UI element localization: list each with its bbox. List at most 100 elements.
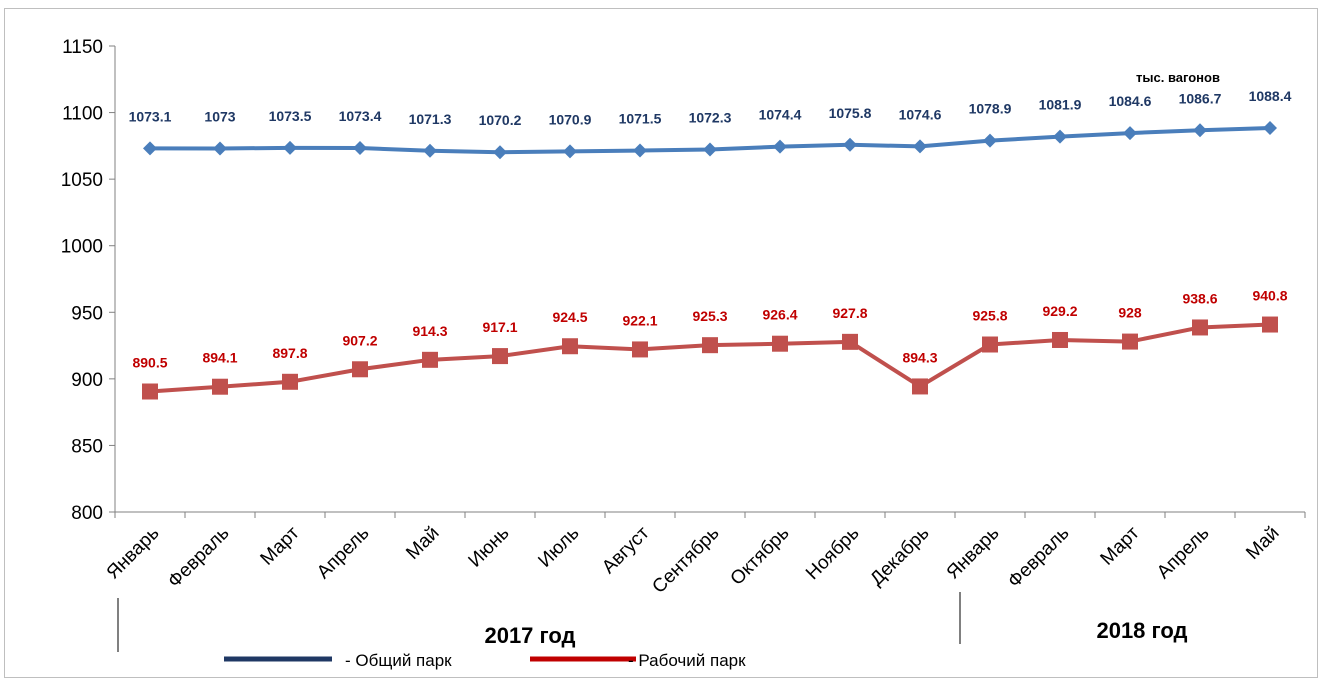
data-label-0: 1073.5 <box>269 108 312 124</box>
x-category-label: Май <box>1242 523 1283 564</box>
x-category-label: Декабрь <box>866 523 933 590</box>
x-category-label: Июль <box>534 523 583 572</box>
data-label-0: 1074.6 <box>899 106 942 122</box>
marker-diamond-0 <box>1053 129 1067 144</box>
marker-square-1 <box>1052 331 1068 348</box>
x-category-label: Сентябрь <box>648 523 723 598</box>
legend-label-working: - Рабочий парк <box>628 651 746 670</box>
markers <box>142 121 1278 400</box>
unit-label: тыс. вагонов <box>1136 70 1220 85</box>
data-label-1: 929.2 <box>1042 303 1077 319</box>
data-label-1: 922.1 <box>622 312 657 328</box>
marker-square-1 <box>282 373 298 390</box>
marker-diamond-0 <box>1123 126 1137 141</box>
marker-diamond-0 <box>1263 121 1277 136</box>
marker-diamond-0 <box>493 145 507 160</box>
y-tick-label: 1100 <box>62 104 103 125</box>
data-label-0: 1088.4 <box>1249 88 1292 104</box>
marker-square-1 <box>352 361 368 378</box>
marker-square-1 <box>492 348 508 365</box>
y-tick-label: 900 <box>71 370 103 391</box>
data-label-0: 1070.9 <box>549 111 592 127</box>
marker-diamond-0 <box>563 144 577 159</box>
marker-diamond-0 <box>633 143 647 158</box>
marker-diamond-0 <box>913 139 927 154</box>
x-category-label: Апрель <box>1153 523 1213 583</box>
data-label-0: 1075.8 <box>829 105 872 121</box>
x-category-label: Март <box>257 522 304 569</box>
data-label-0: 1074.4 <box>759 107 802 123</box>
x-category-label: Февраль <box>164 523 234 593</box>
marker-square-1 <box>1192 319 1208 336</box>
x-category-label: Май <box>402 523 443 564</box>
data-label-1: 914.3 <box>412 323 447 339</box>
data-label-0: 1086.7 <box>1179 90 1222 106</box>
marker-square-1 <box>772 335 788 352</box>
x-category-label: Ноябрь <box>802 523 864 585</box>
data-labels: 1073.1 1073 1073.5 1073.4 1071.3 1070.2 1070.9… <box>129 88 1292 370</box>
marker-square-1 <box>1122 333 1138 350</box>
data-label-0: 1071.5 <box>619 111 662 127</box>
legend: - Общий парк - Рабочий парк <box>224 651 746 670</box>
x-category-label: Июнь <box>465 523 514 572</box>
y-tick-label: 1050 <box>61 170 103 191</box>
data-label-0: 1073.4 <box>339 108 382 124</box>
data-label-1: 925.8 <box>972 308 1007 324</box>
series-line-1 <box>149 322 1271 394</box>
legend-label-total: - Общий парк <box>345 651 452 670</box>
marker-square-1 <box>842 333 858 350</box>
data-label-0: 1072.3 <box>689 109 732 125</box>
marker-diamond-0 <box>213 141 227 156</box>
y-tick-label: 950 <box>71 303 103 324</box>
data-label-0: 1073.1 <box>129 108 172 124</box>
data-label-1: 926.4 <box>762 307 797 323</box>
marker-diamond-0 <box>143 141 157 156</box>
marker-square-1 <box>632 341 648 358</box>
marker-diamond-0 <box>423 143 437 158</box>
marker-square-1 <box>702 337 718 354</box>
marker-square-1 <box>1262 316 1278 333</box>
marker-diamond-0 <box>983 133 997 148</box>
data-label-1: 917.1 <box>482 319 517 335</box>
marker-diamond-0 <box>353 140 367 155</box>
data-label-1: 907.2 <box>342 332 377 348</box>
y-tick-label: 1150 <box>62 37 103 58</box>
marker-square-1 <box>212 378 228 395</box>
y-tick-label: 1000 <box>61 237 103 258</box>
marker-square-1 <box>142 383 158 400</box>
y-tick-label: 850 <box>71 436 103 457</box>
data-label-1: 927.8 <box>832 305 867 321</box>
data-label-1: 894.1 <box>202 350 237 366</box>
data-label-1: 890.5 <box>132 355 167 371</box>
marker-diamond-0 <box>843 137 857 152</box>
marker-square-1 <box>422 351 438 368</box>
year-label-2017: 2017 год <box>484 623 575 648</box>
marker-square-1 <box>912 378 928 395</box>
data-label-1: 924.5 <box>552 309 587 325</box>
x-category-label: Август <box>598 522 653 577</box>
x-category-label: Апрель <box>313 523 373 583</box>
data-label-0: 1081.9 <box>1039 97 1082 113</box>
data-label-1: 938.6 <box>1182 290 1217 306</box>
data-label-0: 1078.9 <box>969 101 1012 117</box>
x-category-label: Январь <box>943 523 1004 584</box>
x-category-label: Октябрь <box>727 523 794 590</box>
marker-diamond-0 <box>773 139 787 154</box>
data-label-1: 897.8 <box>272 345 307 361</box>
chart-frame <box>4 8 1318 678</box>
y-tick-label: 800 <box>71 503 103 524</box>
data-label-0: 1070.2 <box>479 112 522 128</box>
marker-square-1 <box>982 336 998 353</box>
x-category-label: Февраль <box>1004 523 1074 593</box>
marker-diamond-0 <box>283 140 297 155</box>
data-label-0: 1084.6 <box>1109 93 1152 109</box>
data-label-0: 1073 <box>204 109 235 125</box>
marker-diamond-0 <box>1193 123 1207 138</box>
marker-diamond-0 <box>703 142 717 157</box>
data-label-1: 928 <box>1118 305 1142 321</box>
marker-square-1 <box>562 338 578 355</box>
data-label-0: 1071.3 <box>409 111 452 127</box>
year-label-2018: 2018 год <box>1096 618 1187 643</box>
data-label-1: 925.3 <box>692 308 727 324</box>
